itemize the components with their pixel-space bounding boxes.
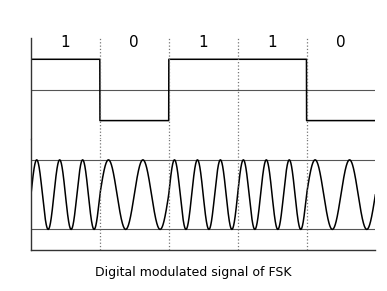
Text: 1: 1 bbox=[199, 35, 208, 50]
Text: 1: 1 bbox=[61, 35, 70, 50]
Text: 0: 0 bbox=[130, 35, 139, 50]
Text: 1: 1 bbox=[267, 35, 277, 50]
Text: 0: 0 bbox=[336, 35, 346, 50]
Text: Digital modulated signal of FSK: Digital modulated signal of FSK bbox=[95, 266, 292, 279]
